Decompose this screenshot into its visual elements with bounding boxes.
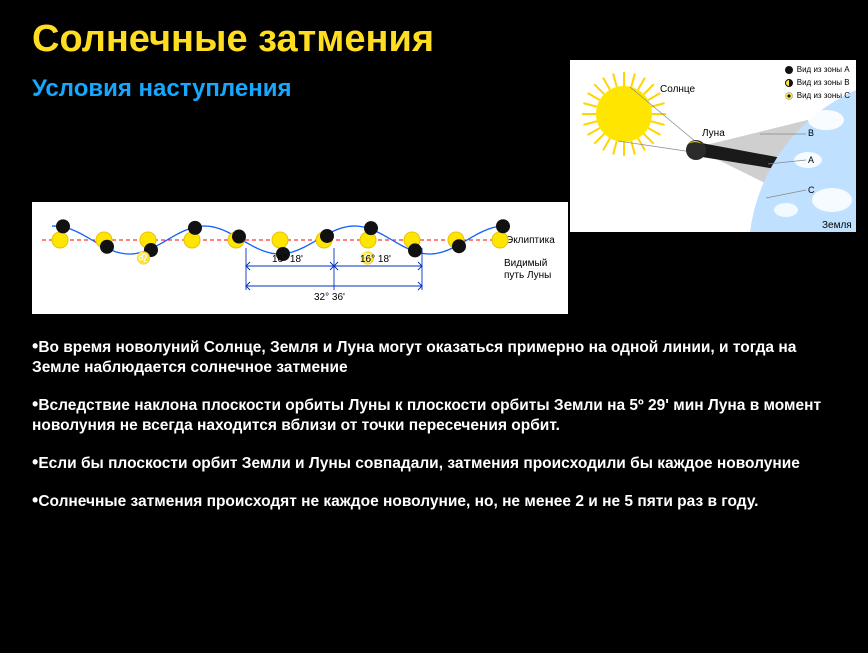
page-title: Солнечные затмения bbox=[32, 18, 836, 61]
svg-text:Эклиптика: Эклиптика bbox=[506, 235, 555, 246]
svg-text:B: B bbox=[808, 128, 814, 138]
svg-text:♌: ♌ bbox=[136, 251, 151, 265]
svg-text:Солнце: Солнце bbox=[660, 84, 696, 95]
svg-text:C: C bbox=[808, 185, 815, 195]
svg-text:A: A bbox=[808, 155, 814, 165]
svg-text:32° 36': 32° 36' bbox=[314, 292, 345, 303]
svg-text:Видимый: Видимый bbox=[504, 258, 547, 269]
bullet-item: •Вследствие наклона плоскости орбиты Лун… bbox=[32, 394, 836, 436]
legend-item: Вид из зоны A bbox=[785, 64, 850, 76]
ecliptic-figure: Эклиптика Видимый путь Луны ♌ ♌ bbox=[32, 202, 568, 314]
legend-item: Вид из зоны C bbox=[785, 90, 850, 102]
legend-item: Вид из зоны B bbox=[785, 77, 850, 89]
legend: Вид из зоны A Вид из зоны B Вид из зоны … bbox=[785, 64, 850, 103]
bullet-item: •Если бы плоскости орбит Земли и Луны со… bbox=[32, 452, 836, 474]
svg-text:Луна: Луна bbox=[702, 128, 725, 139]
bullet-item: •Солнечные затмения происходят не каждое… bbox=[32, 490, 836, 512]
sun-eclipse-figure: Солнце Луна Земля B A C Вид из зоны A bbox=[570, 60, 856, 232]
svg-text:Земля: Земля bbox=[822, 220, 852, 231]
legend-label: Вид из зоны A bbox=[797, 64, 850, 76]
svg-text:16° 18': 16° 18' bbox=[360, 254, 391, 265]
legend-label: Вид из зоны B bbox=[797, 77, 850, 89]
bullet-list: •Во время новолуний Солнце, Земля и Луна… bbox=[32, 336, 836, 528]
bullet-item: •Во время новолуний Солнце, Земля и Луна… bbox=[32, 336, 836, 378]
legend-label: Вид из зоны C bbox=[797, 90, 850, 102]
svg-text:16° 18': 16° 18' bbox=[272, 254, 303, 265]
svg-text:путь Луны: путь Луны bbox=[504, 270, 551, 281]
